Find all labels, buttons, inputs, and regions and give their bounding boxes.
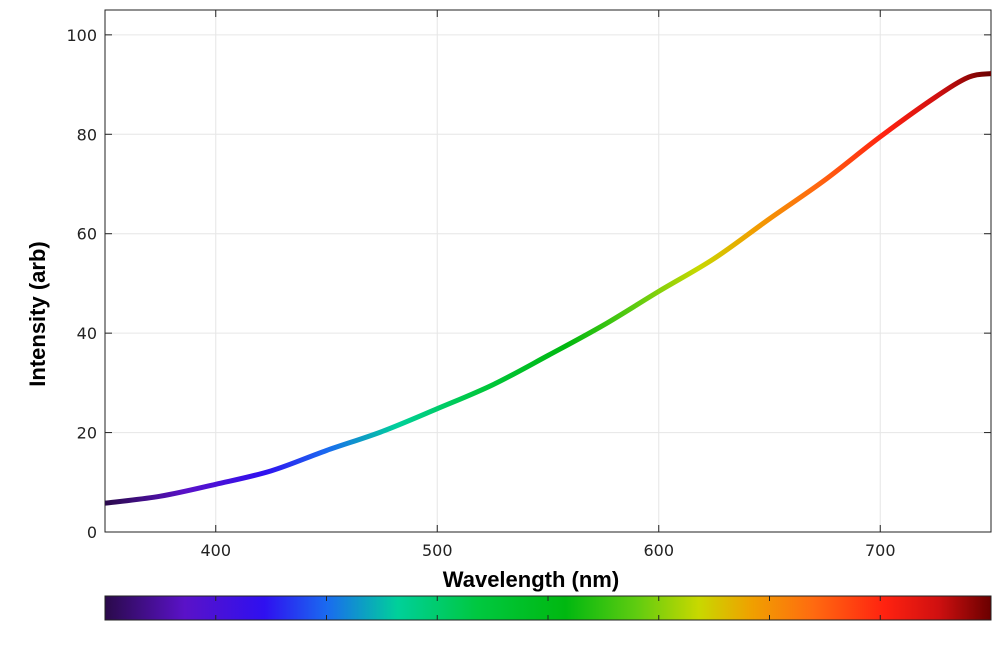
axis-ticks bbox=[105, 10, 991, 533]
x-axis-title: Wavelength (nm) bbox=[443, 567, 619, 592]
colorbar-ticks bbox=[215, 596, 881, 620]
x-tick-label: 600 bbox=[643, 541, 674, 560]
x-tick-label: 700 bbox=[865, 541, 896, 560]
y-tick-label: 80 bbox=[77, 125, 97, 144]
x-tick-label: 500 bbox=[422, 541, 453, 560]
y-tick-label: 20 bbox=[77, 424, 97, 443]
plot-frame bbox=[104, 9, 992, 533]
series-line bbox=[105, 71, 991, 506]
grid-lines bbox=[105, 10, 991, 533]
y-tick-label: 100 bbox=[66, 26, 97, 45]
y-axis-title: Intensity (arb) bbox=[25, 241, 50, 386]
y-tick-label: 40 bbox=[77, 324, 97, 343]
y-tick-label: 0 bbox=[87, 523, 97, 542]
tick-labels: 400 500 600 700 0 20 40 60 80 100 bbox=[66, 26, 895, 560]
y-tick-label: 60 bbox=[77, 225, 97, 244]
x-tick-label: 400 bbox=[200, 541, 231, 560]
